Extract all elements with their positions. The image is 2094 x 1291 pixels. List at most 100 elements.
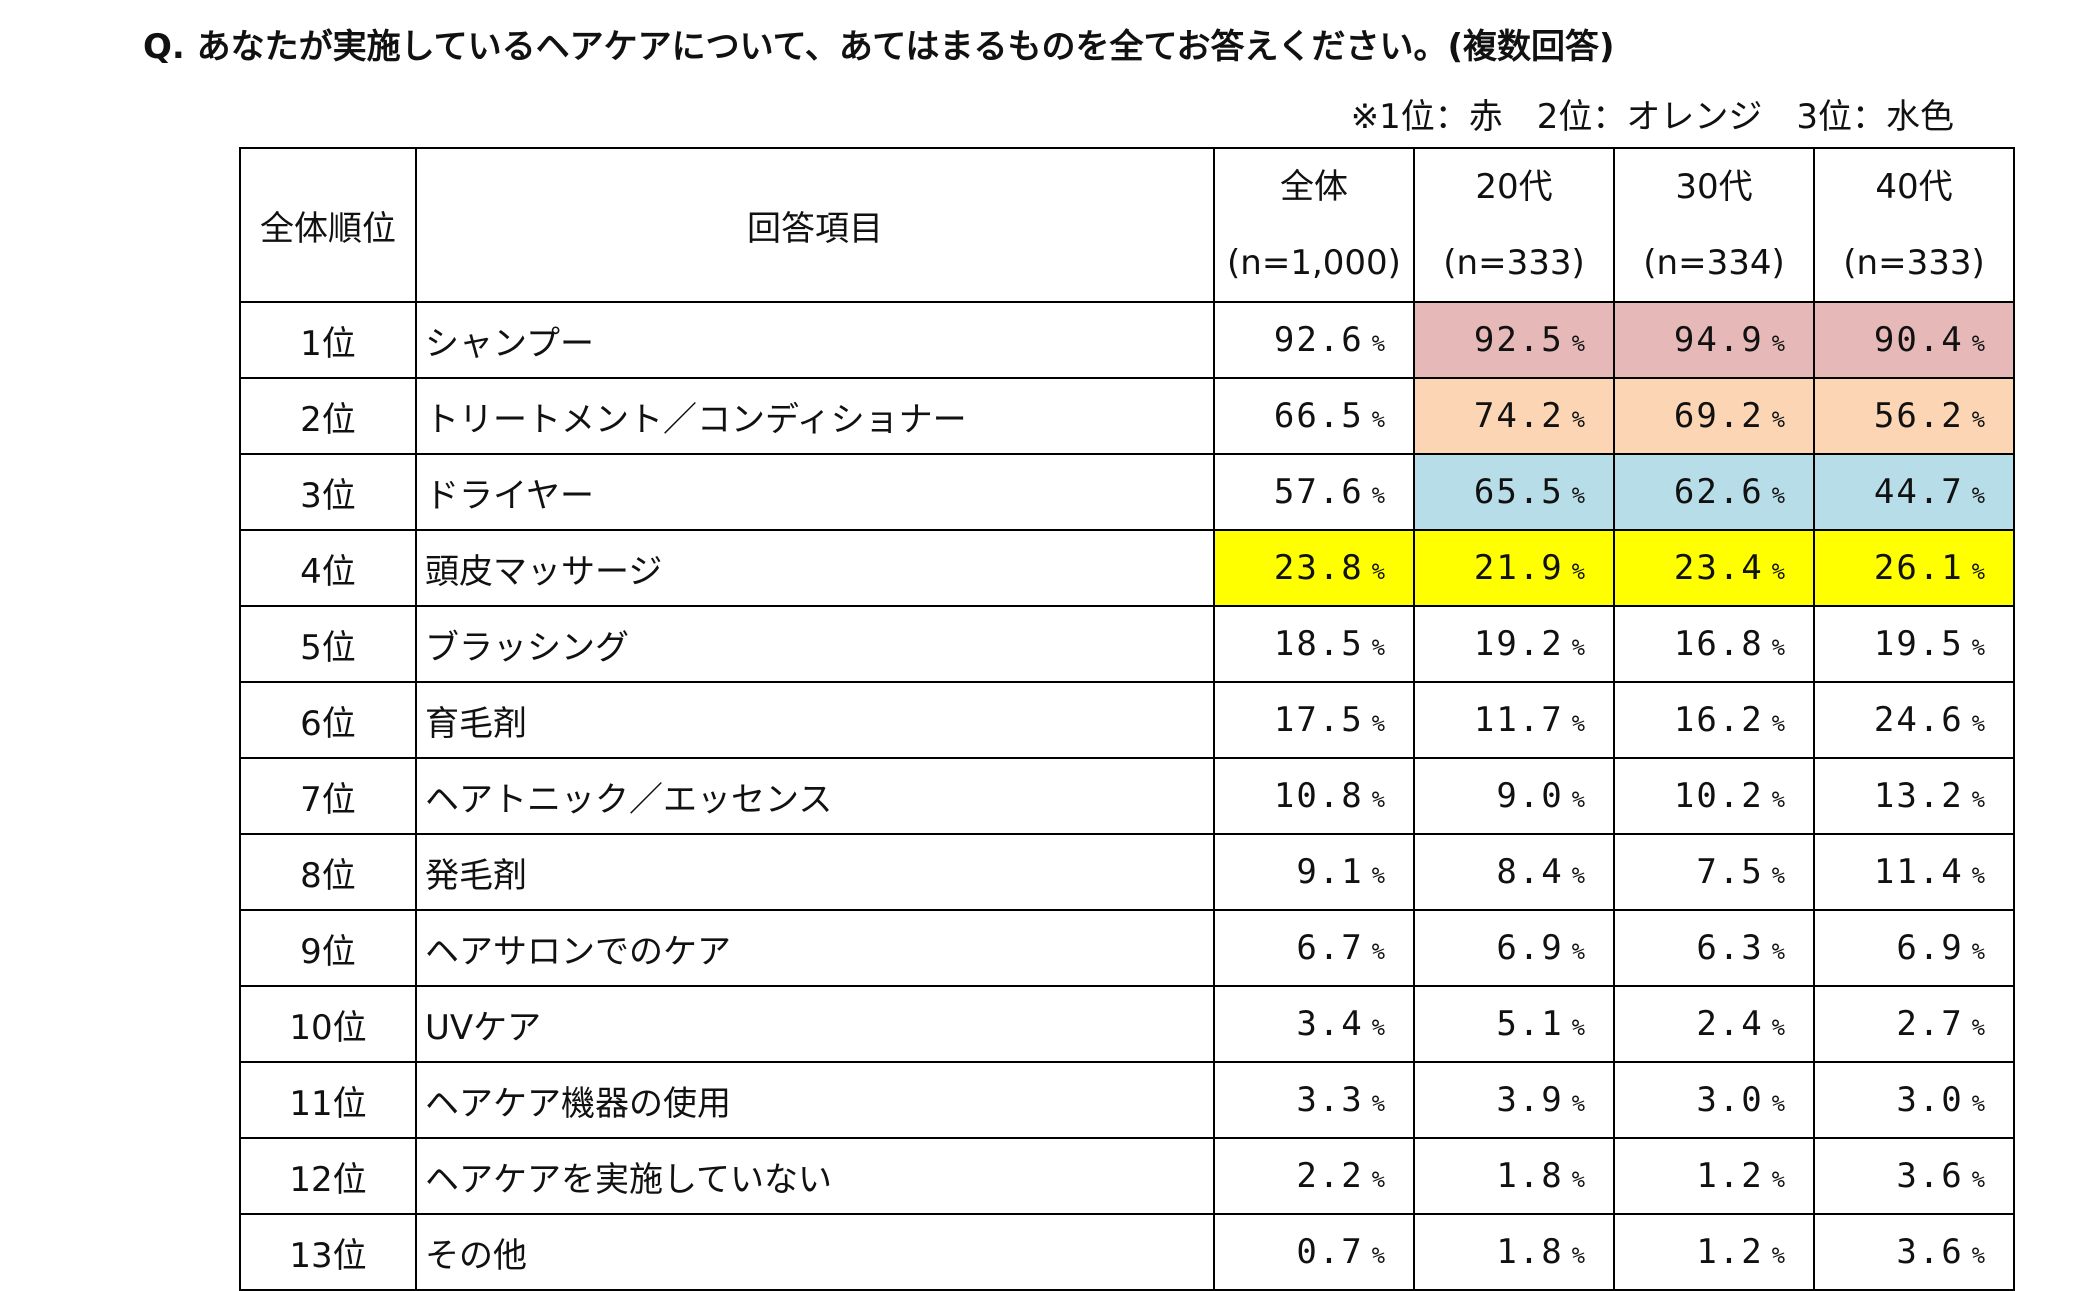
value-cell: 16.8% <box>1613 605 1815 683</box>
table-body: 1位 シャンプー 92.6% 92.5% 94.9% 90.4% 2位 トリートメント／コンデ… <box>239 301 2015 1291</box>
value-cell: 6.9% <box>1813 909 2015 987</box>
value-number: 18.5 <box>1273 624 1364 664</box>
percent-sign: % <box>1371 864 1387 889</box>
percent-sign: % <box>1771 636 1787 661</box>
percent-sign: % <box>1971 864 1987 889</box>
percent-sign: % <box>1571 1168 1587 1193</box>
header-row: 全体順位 回答項目 全体 (n=1,000) 20代 (n=333) 30代 (… <box>239 147 2015 303</box>
value-cell: 3.3% <box>1213 1061 1415 1139</box>
value-cell: 92.5% <box>1413 301 1615 379</box>
percent-sign: % <box>1571 1016 1587 1041</box>
item-cell: ヘアケアを実施していない <box>415 1137 1215 1215</box>
group-label: 20代 <box>1475 167 1553 207</box>
percent-sign: % <box>1571 408 1587 433</box>
percent-sign: % <box>1371 408 1387 433</box>
percent-sign: % <box>1371 940 1387 965</box>
table-row: 9位 ヘアサロンでのケア 6.7% 6.9% 6.3% 6.9% <box>239 909 2015 987</box>
value-cell: 6.7% <box>1213 909 1415 987</box>
header-group-40s: 40代 (n=333) <box>1813 147 2015 303</box>
value-number: 57.6 <box>1273 472 1364 512</box>
value-cell: 3.6% <box>1813 1213 2015 1291</box>
rank-cell: 4位 <box>239 529 417 607</box>
value-number: 26.1 <box>1873 548 1964 588</box>
value-cell: 2.2% <box>1213 1137 1415 1215</box>
table-row: 10位 UVケア 3.4% 5.1% 2.4% 2.7% <box>239 985 2015 1063</box>
value-cell: 3.6% <box>1813 1137 2015 1215</box>
rank-cell: 1位 <box>239 301 417 379</box>
percent-sign: % <box>1971 408 1987 433</box>
group-n: (n=333) <box>1443 243 1585 283</box>
value-cell: 10.8% <box>1213 757 1415 835</box>
value-number: 3.0 <box>1896 1080 1964 1120</box>
item-cell: その他 <box>415 1213 1215 1291</box>
percent-sign: % <box>1571 712 1587 737</box>
value-cell: 3.4% <box>1213 985 1415 1063</box>
value-cell: 62.6% <box>1613 453 1815 531</box>
value-cell: 3.0% <box>1813 1061 2015 1139</box>
value-number: 10.2 <box>1673 776 1764 816</box>
table-row: 6位 育毛剤 17.5% 11.7% 16.2% 24.6% <box>239 681 2015 759</box>
percent-sign: % <box>1371 712 1387 737</box>
value-cell: 1.8% <box>1413 1213 1615 1291</box>
table-row: 3位 ドライヤー 57.6% 65.5% 62.6% 44.7% <box>239 453 2015 531</box>
percent-sign: % <box>1771 864 1787 889</box>
rank-cell: 8位 <box>239 833 417 911</box>
value-number: 17.5 <box>1273 700 1364 740</box>
table-row: 1位 シャンプー 92.6% 92.5% 94.9% 90.4% <box>239 301 2015 379</box>
value-cell: 1.2% <box>1613 1137 1815 1215</box>
value-cell: 7.5% <box>1613 833 1815 911</box>
rank-cell: 9位 <box>239 909 417 987</box>
value-number: 6.9 <box>1496 928 1564 968</box>
group-n: (n=334) <box>1643 243 1785 283</box>
group-n: (n=333) <box>1843 243 1985 283</box>
table-row: 8位 発毛剤 9.1% 8.4% 7.5% 11.4% <box>239 833 2015 911</box>
value-cell: 5.1% <box>1413 985 1615 1063</box>
value-number: 92.5 <box>1473 320 1564 360</box>
value-cell: 1.2% <box>1613 1213 1815 1291</box>
percent-sign: % <box>1771 408 1787 433</box>
value-number: 3.6 <box>1896 1232 1964 1272</box>
value-number: 1.2 <box>1696 1156 1764 1196</box>
percent-sign: % <box>1571 1244 1587 1269</box>
value-cell: 92.6% <box>1213 301 1415 379</box>
rank-cell: 10位 <box>239 985 417 1063</box>
percent-sign: % <box>1971 484 1987 509</box>
value-cell: 3.9% <box>1413 1061 1615 1139</box>
percent-sign: % <box>1571 1092 1587 1117</box>
percent-sign: % <box>1571 332 1587 357</box>
question-title: Q. あなたが実施しているヘアケアについて、あてはまるものを全てお答えください。… <box>143 27 1615 67</box>
value-number: 9.0 <box>1496 776 1564 816</box>
value-number: 66.5 <box>1273 396 1364 436</box>
percent-sign: % <box>1971 636 1987 661</box>
value-cell: 16.2% <box>1613 681 1815 759</box>
value-number: 6.3 <box>1696 928 1764 968</box>
percent-sign: % <box>1971 1016 1987 1041</box>
item-cell: 発毛剤 <box>415 833 1215 911</box>
percent-sign: % <box>1571 560 1587 585</box>
value-cell: 2.4% <box>1613 985 1815 1063</box>
value-cell: 44.7% <box>1813 453 2015 531</box>
value-cell: 13.2% <box>1813 757 2015 835</box>
value-cell: 26.1% <box>1813 529 2015 607</box>
value-cell: 23.4% <box>1613 529 1815 607</box>
results-table: 全体順位 回答項目 全体 (n=1,000) 20代 (n=333) 30代 (… <box>239 147 2015 1291</box>
percent-sign: % <box>1771 1244 1787 1269</box>
table-row: 13位 その他 0.7% 1.8% 1.2% 3.6% <box>239 1213 2015 1291</box>
value-cell: 23.8% <box>1213 529 1415 607</box>
item-cell: ヘアケア機器の使用 <box>415 1061 1215 1139</box>
value-number: 3.9 <box>1496 1080 1564 1120</box>
item-cell: トリートメント／コンディショナー <box>415 377 1215 455</box>
rank-cell: 2位 <box>239 377 417 455</box>
table-row: 5位 ブラッシング 18.5% 19.2% 16.8% 19.5% <box>239 605 2015 683</box>
value-cell: 57.6% <box>1213 453 1415 531</box>
percent-sign: % <box>1771 484 1787 509</box>
value-cell: 9.0% <box>1413 757 1615 835</box>
value-cell: 6.9% <box>1413 909 1615 987</box>
header-group-20s: 20代 (n=333) <box>1413 147 1615 303</box>
value-cell: 90.4% <box>1813 301 2015 379</box>
value-number: 65.5 <box>1473 472 1564 512</box>
value-number: 3.0 <box>1696 1080 1764 1120</box>
value-cell: 74.2% <box>1413 377 1615 455</box>
value-number: 1.8 <box>1496 1232 1564 1272</box>
percent-sign: % <box>1571 788 1587 813</box>
